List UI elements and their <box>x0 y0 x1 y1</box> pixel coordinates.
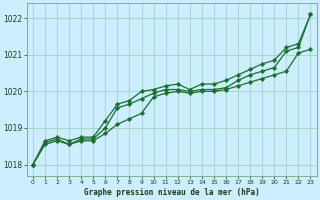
X-axis label: Graphe pression niveau de la mer (hPa): Graphe pression niveau de la mer (hPa) <box>84 188 260 197</box>
